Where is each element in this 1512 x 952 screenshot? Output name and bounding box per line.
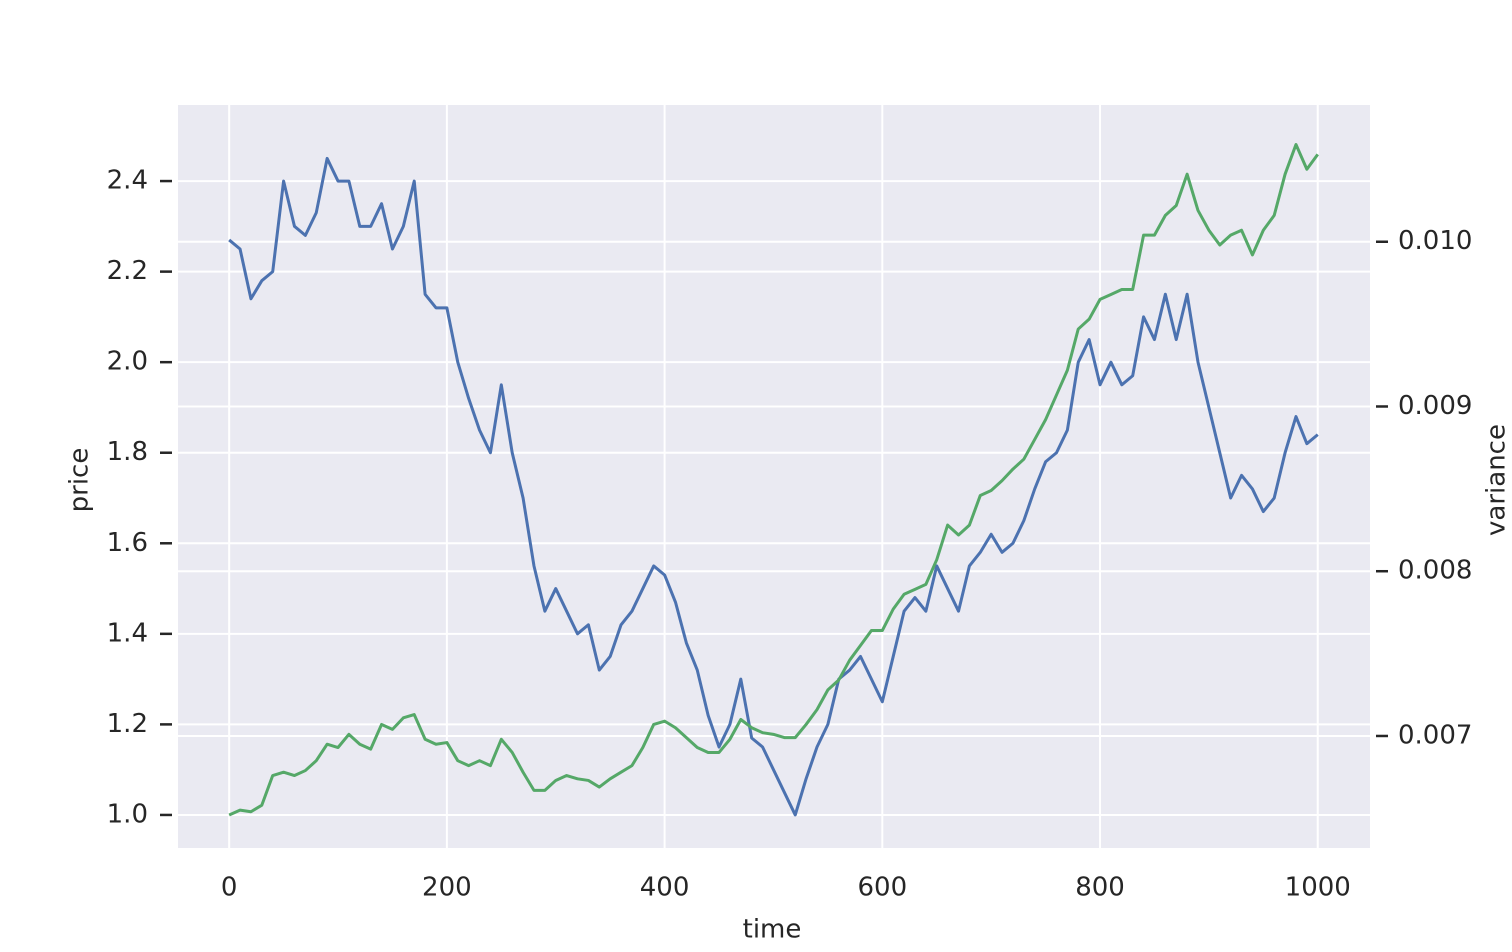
x-tick-label: 0 [221, 873, 238, 903]
y2-tick-label: 0.007 [1398, 720, 1472, 750]
x-tick-label: 800 [1075, 873, 1125, 903]
y2-tick-label: 0.008 [1398, 556, 1472, 586]
y2-tick-label: 0.009 [1398, 391, 1472, 421]
y2-tick-label: 0.010 [1398, 226, 1472, 256]
y2-axis-label: variance [1482, 424, 1512, 536]
x-tick-label: 400 [640, 873, 690, 903]
series-line [228, 156, 1319, 817]
y-tick-label: 2.4 [107, 166, 148, 196]
y-tick-label: 1.2 [107, 709, 148, 739]
x-axis-label: time [743, 915, 802, 945]
y-tick-label: 1.0 [107, 799, 148, 829]
y-tick-label: 2.2 [107, 256, 148, 286]
y-axis-label: price [65, 448, 95, 513]
x-tick-label: 600 [857, 873, 907, 903]
y-tick-label: 1.8 [107, 437, 148, 467]
y-tick-label: 1.6 [107, 528, 148, 558]
y-tick-label: 2.0 [107, 347, 148, 377]
y-tick-label: 1.4 [107, 618, 148, 648]
series-line [228, 143, 1319, 817]
x-tick-label: 200 [422, 873, 472, 903]
x-tick-label: 1000 [1285, 873, 1351, 903]
